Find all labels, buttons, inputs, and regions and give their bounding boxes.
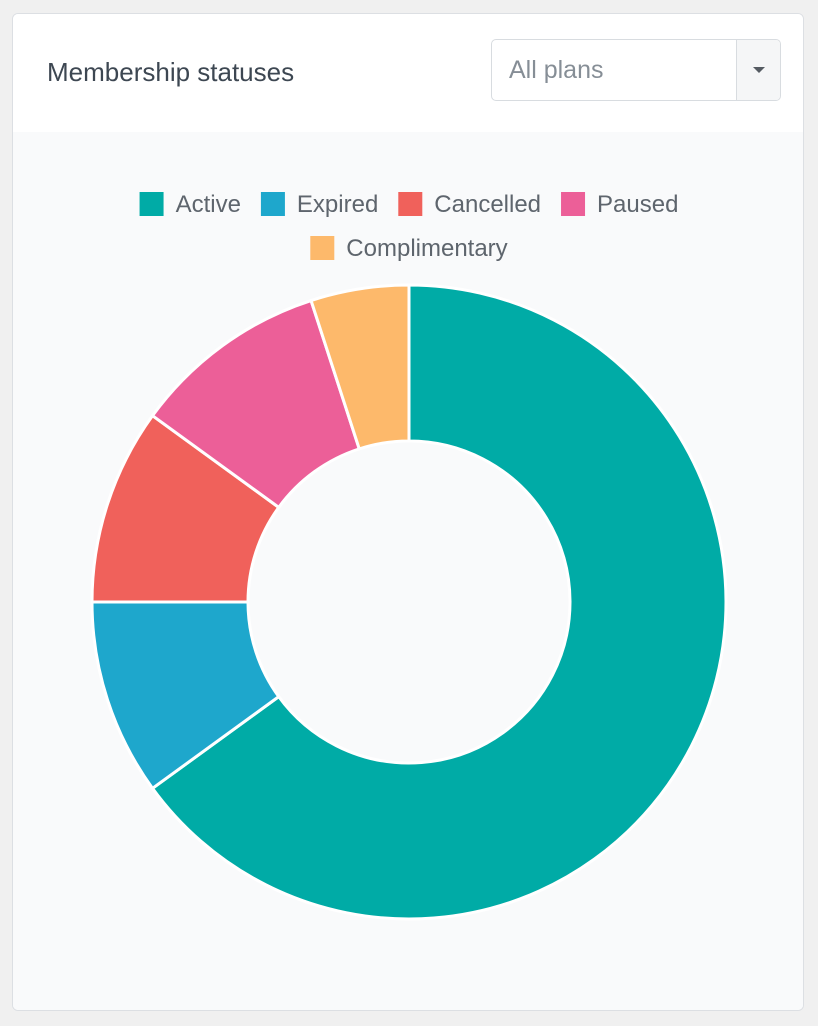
legend-item-complimentary[interactable]: Complimentary (310, 235, 508, 262)
legend-swatch (139, 192, 164, 216)
card-title: Membership statuses (47, 57, 295, 87)
membership-doughnut-chart: Active Expired Cancelled Paused Complimentar… (90, 191, 728, 921)
plan-filter-toggle[interactable] (736, 40, 780, 100)
legend-swatch (260, 192, 285, 216)
legend-item-paused[interactable]: Paused (561, 191, 678, 218)
legend-label: Cancelled (434, 191, 541, 218)
slice-active[interactable] (151, 283, 728, 921)
slice-complimentary[interactable] (309, 283, 411, 451)
legend-item-cancelled[interactable]: Cancelled (398, 191, 541, 218)
chevron-down-icon (752, 67, 765, 73)
card-header: Membership statuses All plans (13, 14, 803, 134)
chart-legend: Active Expired Cancelled Paused Complimentar… (139, 191, 678, 262)
chart-area: Active Expired Cancelled Paused Complimentar… (13, 132, 803, 1010)
legend-label: Expired (297, 191, 378, 218)
legend-swatch (398, 192, 423, 216)
legend-swatch (561, 192, 586, 216)
plan-filter-select[interactable]: All plans (491, 39, 781, 101)
legend-item-active[interactable]: Active (139, 191, 241, 218)
plan-filter-value: All plans (509, 56, 604, 84)
legend-item-expired[interactable]: Expired (260, 191, 378, 218)
legend-label: Complimentary (346, 235, 507, 262)
legend-label: Paused (597, 191, 678, 218)
chart-slices (90, 283, 728, 921)
legend-swatch (310, 236, 335, 260)
legend-label: Active (176, 191, 241, 218)
membership-statuses-card: Membership statuses All plans Active Expi… (12, 13, 804, 1011)
